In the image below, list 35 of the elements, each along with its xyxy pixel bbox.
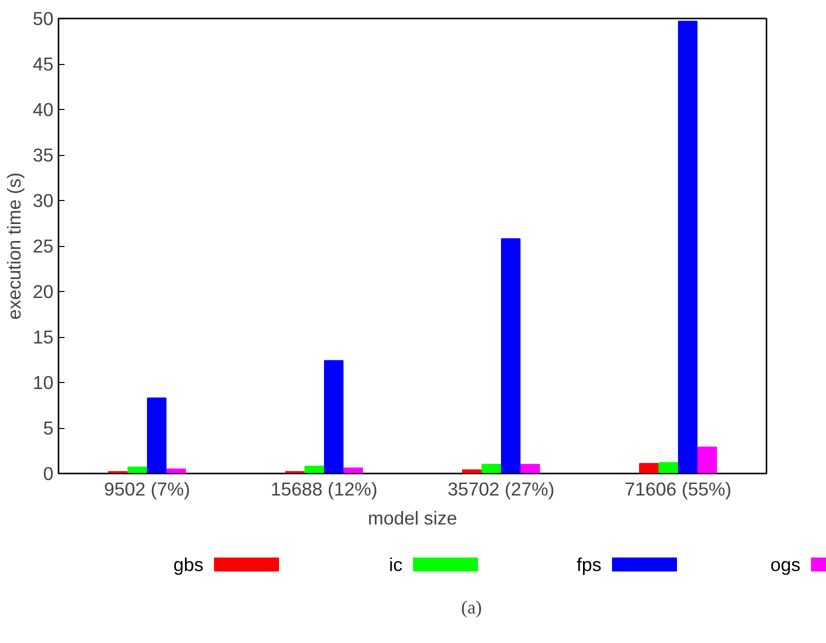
bar <box>520 464 540 474</box>
x-tick-label: 35702 (27%) <box>448 478 554 500</box>
bar <box>146 397 166 474</box>
y-tick-label: 25 <box>32 236 54 256</box>
bar <box>343 468 363 474</box>
bar <box>500 238 520 474</box>
x-tick-label: 15688 (12%) <box>270 478 378 500</box>
legend-label: fps <box>576 554 602 575</box>
bar <box>678 20 698 474</box>
legend-label: gbs <box>173 554 204 575</box>
legend-label: ic <box>389 554 403 575</box>
y-tick-label: 45 <box>32 54 54 74</box>
bar <box>304 466 324 474</box>
y-tick-label: 5 <box>43 418 54 438</box>
legend-label: ogs <box>770 554 801 575</box>
y-tick-label: 30 <box>32 190 54 211</box>
y-axis-title: execution time (s) <box>4 172 25 320</box>
bar <box>482 464 502 474</box>
text: (a) <box>461 598 482 618</box>
y-tick-label: 20 <box>32 281 54 302</box>
y-tick-label: 50 <box>32 8 54 29</box>
y-tick-label: 15 <box>32 326 54 348</box>
bar <box>639 462 659 474</box>
x-axis-title: model size <box>368 508 458 528</box>
bar <box>658 462 678 474</box>
bar <box>697 446 717 474</box>
bar <box>166 468 186 474</box>
y-tick-label: 0 <box>43 463 54 484</box>
x-tick-label: 9502 (7%) <box>104 478 190 500</box>
y-tick-label: 40 <box>32 99 54 120</box>
bar <box>324 360 344 474</box>
bar <box>128 466 148 474</box>
y-tick-label: 35 <box>32 144 54 166</box>
x-tick-label: 71606 (55%) <box>624 478 732 500</box>
y-tick-label: 10 <box>32 372 54 393</box>
